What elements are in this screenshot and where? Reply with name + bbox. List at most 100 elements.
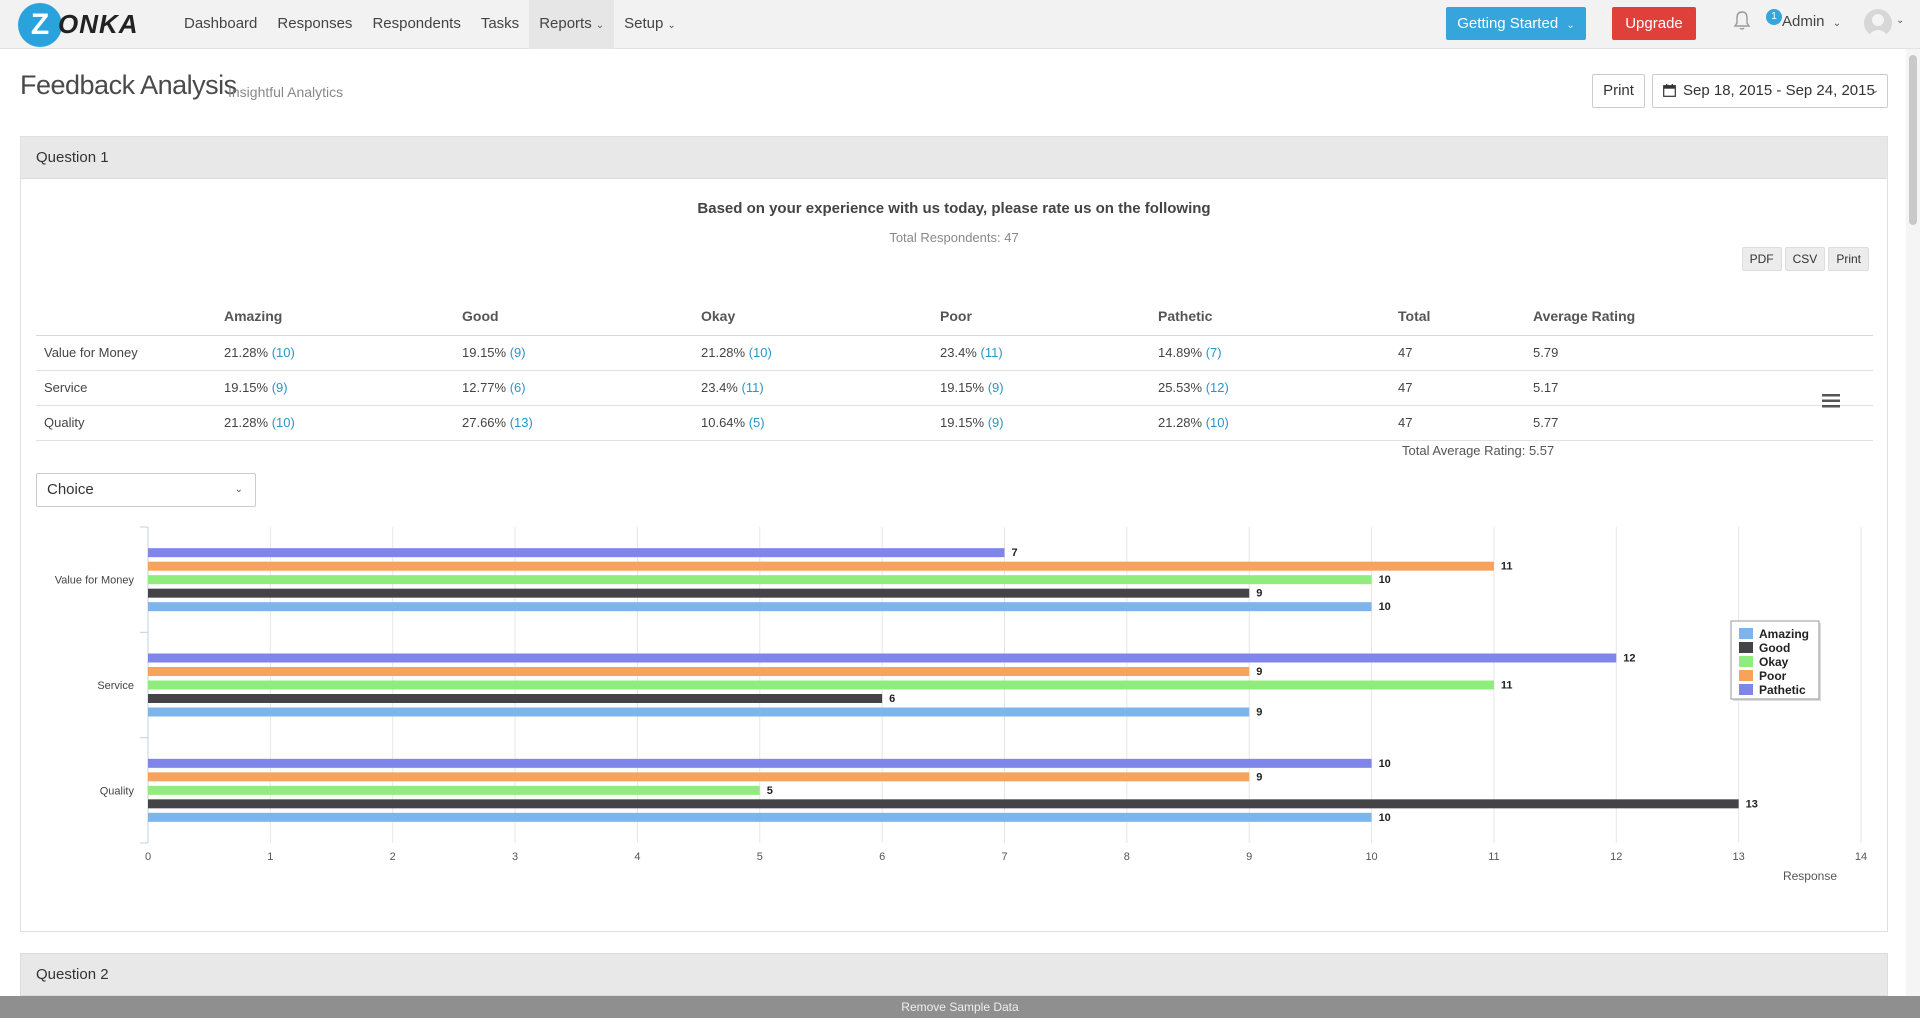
nav-setup-label: Setup	[624, 15, 664, 32]
logo-mark: Z	[18, 2, 62, 47]
rating-count-link[interactable]: (11)	[741, 380, 764, 395]
export-buttons: PDF CSV Print	[1741, 247, 1869, 271]
data-label: 10	[1379, 574, 1391, 586]
x-tick-label: 8	[1124, 851, 1130, 863]
rating-count-link[interactable]: (9)	[509, 345, 526, 360]
nav-respondents[interactable]: Respondents	[362, 0, 470, 49]
row-total: 47	[1398, 415, 1413, 430]
chevron-down-icon: ⌄	[234, 484, 243, 495]
rating-count-link[interactable]: (9)	[987, 380, 1004, 395]
legend-entry: Amazing	[1759, 627, 1809, 641]
nav-responses[interactable]: Responses	[267, 0, 362, 49]
x-tick-label: 2	[390, 851, 396, 863]
table-row: Service 19.15% (9) 12.77% (6) 23.4% (11) 19.…	[36, 371, 1873, 406]
rating-count-link[interactable]: (6)	[509, 380, 526, 395]
chevron-down-icon[interactable]: ⌄	[1896, 15, 1905, 26]
rating-count-link[interactable]: (9)	[987, 415, 1004, 430]
data-label: 12	[1623, 653, 1635, 665]
rating-percent: 21.28%	[701, 345, 746, 360]
bar	[148, 588, 1250, 598]
chart-type-select[interactable]: Choice ⌄	[36, 473, 256, 507]
question-heading[interactable]: Question 1	[21, 137, 1887, 179]
rating-percent: 23.4%	[701, 380, 738, 395]
row-total: 47	[1398, 380, 1413, 395]
x-tick-label: 5	[757, 851, 763, 863]
rating-percent: 19.15%	[940, 380, 985, 395]
rating-count-link[interactable]: (12)	[1205, 380, 1229, 395]
scrollbar[interactable]	[1906, 49, 1920, 996]
logo[interactable]: Z ONKA	[18, 2, 139, 47]
x-tick-label: 3	[512, 851, 518, 863]
data-label: 9	[1256, 666, 1262, 678]
x-tick-label: 6	[879, 851, 885, 863]
column-header: Poor	[940, 308, 972, 324]
bar	[148, 799, 1739, 809]
rating-cell: 19.15% (9)	[224, 371, 288, 405]
rating-cell: 19.15% (9)	[940, 406, 1004, 440]
csv-button[interactable]: CSV	[1784, 247, 1826, 271]
data-label: 6	[889, 693, 895, 705]
getting-started-button[interactable]: Getting Started ⌄	[1446, 7, 1586, 40]
bar	[148, 680, 1494, 690]
data-label: 9	[1256, 771, 1262, 783]
x-tick-label: 9	[1246, 851, 1252, 863]
print-button[interactable]: Print	[1592, 74, 1645, 108]
page-title: Feedback Analysis	[20, 70, 237, 100]
rating-percent: 21.28%	[224, 345, 269, 360]
rating-count-link[interactable]: (10)	[271, 415, 295, 430]
remove-sample-data-button[interactable]: Remove Sample Data	[0, 996, 1920, 1018]
question-text: Based on your experience with us today, …	[697, 200, 1211, 217]
rating-cell: 21.28% (10)	[224, 406, 295, 440]
main-nav: Dashboard Responses Respondents Tasks Re…	[174, 0, 686, 49]
date-range-picker[interactable]: Sep 18, 2015 - Sep 24, 2015 ⌄	[1652, 74, 1888, 108]
rating-count-link[interactable]: (13)	[509, 415, 533, 430]
bar	[148, 758, 1372, 768]
user-silhouette-icon	[1867, 14, 1889, 37]
legend-swatch	[1739, 656, 1753, 667]
column-header: Good	[462, 308, 499, 324]
rating-count-link[interactable]: (10)	[271, 345, 295, 360]
nav-tasks[interactable]: Tasks	[471, 0, 529, 49]
legend-swatch	[1739, 684, 1753, 695]
print-table-button[interactable]: Print	[1828, 247, 1869, 271]
rating-count-link[interactable]: (7)	[1205, 345, 1222, 360]
data-label: 10	[1379, 601, 1391, 613]
getting-started-label: Getting Started	[1457, 15, 1559, 32]
bell-icon[interactable]	[1733, 10, 1751, 32]
table-row: Quality 21.28% (10) 27.66% (13) 10.64% (5) 1…	[36, 406, 1873, 441]
rating-cell: 23.4% (11)	[940, 336, 1003, 370]
user-menu[interactable]: Admin ⌄	[1782, 13, 1841, 30]
x-tick-label: 13	[1733, 851, 1745, 863]
date-range-value: Sep 18, 2015 - Sep 24, 2015	[1683, 82, 1875, 99]
bar	[148, 548, 1005, 558]
rating-count-link[interactable]: (9)	[271, 380, 288, 395]
upgrade-button[interactable]: Upgrade	[1612, 7, 1696, 40]
data-label: 7	[1012, 547, 1018, 559]
data-label: 5	[767, 785, 773, 797]
legend-swatch	[1739, 642, 1753, 653]
question-2-heading[interactable]: Question 2	[20, 953, 1888, 996]
rating-count-link[interactable]: (10)	[748, 345, 772, 360]
nav-dashboard-label: Dashboard	[184, 15, 258, 32]
rating-count-link[interactable]: (5)	[748, 415, 765, 430]
nav-dashboard[interactable]: Dashboard	[174, 0, 267, 49]
nav-responses-label: Responses	[277, 15, 353, 32]
nav-setup[interactable]: Setup ⌄	[614, 0, 686, 49]
table-row: Value for Money 21.28% (10) 19.15% (9) 21.2…	[36, 336, 1873, 371]
legend-entry: Good	[1759, 641, 1790, 655]
page-subtitle: Insightful Analytics	[228, 84, 344, 100]
pdf-button[interactable]: PDF	[1741, 247, 1782, 271]
row-label: Value for Money	[44, 345, 138, 360]
rating-count-link[interactable]: (10)	[1205, 415, 1229, 430]
scrollbar-thumb[interactable]	[1909, 55, 1917, 225]
data-label: 11	[1501, 680, 1513, 692]
rating-count-link[interactable]: (11)	[980, 345, 1003, 360]
rating-cell: 21.28% (10)	[701, 336, 772, 370]
row-total: 47	[1398, 345, 1413, 360]
chart-menu-icon[interactable]	[1822, 394, 1840, 408]
bar	[148, 772, 1250, 782]
avatar[interactable]	[1864, 9, 1892, 37]
bar	[148, 602, 1372, 612]
data-label: 13	[1746, 798, 1758, 810]
nav-reports[interactable]: Reports ⌄	[529, 0, 615, 49]
